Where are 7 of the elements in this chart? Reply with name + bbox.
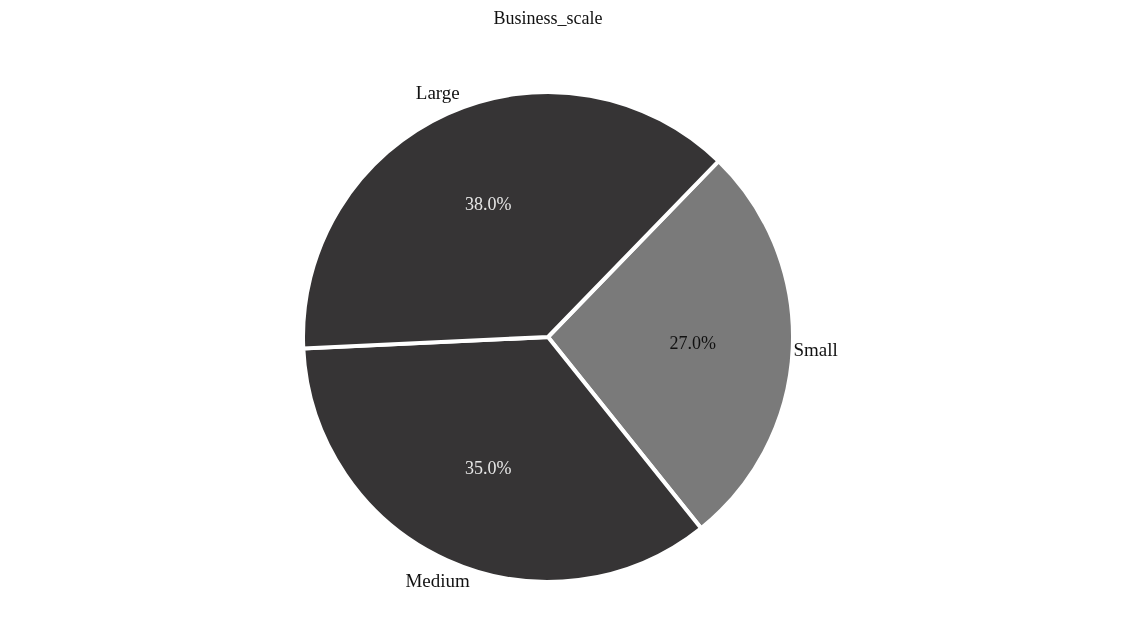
- data-label: 38.0%: [465, 193, 512, 214]
- slice-label: Large: [415, 81, 460, 103]
- slice-label: Small: [793, 338, 838, 360]
- slice-label: Medium: [405, 570, 471, 592]
- data-label: 27.0%: [669, 332, 717, 353]
- data-label: 35.0%: [465, 458, 512, 479]
- chart-title: Business_scale: [493, 8, 603, 28]
